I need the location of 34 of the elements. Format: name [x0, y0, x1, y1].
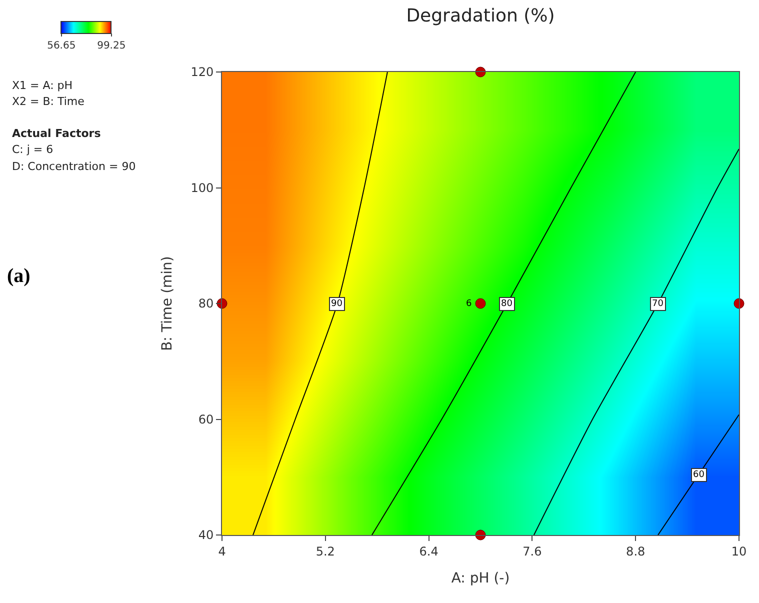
- x-tick-label: 8.8: [626, 544, 646, 558]
- series-label: 80: [501, 299, 513, 309]
- text: D: Concentration = 90: [12, 160, 136, 173]
- x-axis-title: A: pH (-): [451, 570, 510, 587]
- y-tick-label: 120: [190, 65, 214, 80]
- color-bar-label: 99.25: [97, 40, 126, 52]
- annotation: 6: [466, 299, 472, 309]
- text: X1 = A: pH: [12, 79, 73, 92]
- chart-title: Degradation (%): [406, 6, 555, 27]
- point: [475, 66, 486, 78]
- series-label: 70: [652, 299, 664, 309]
- line-series: [371, 72, 636, 535]
- point: [734, 298, 744, 309]
- y-tick-label: 100: [190, 180, 214, 195]
- color-bar-label: 56.65: [47, 40, 76, 52]
- y-tick-label: 60: [198, 412, 214, 426]
- line-series: [252, 72, 388, 535]
- text: X2 = B: Time: [12, 95, 85, 108]
- y-tick-label: 40: [198, 528, 214, 542]
- y-axis-title: B: Time (min): [159, 256, 176, 351]
- x-tick-label: 6.4: [419, 544, 438, 558]
- x-tick-label: 5.2: [316, 544, 335, 558]
- point: [475, 530, 486, 540]
- series-label: 60: [693, 470, 705, 480]
- text: Actual Factors: [12, 127, 102, 140]
- line-series: [533, 148, 739, 535]
- series-label: 90: [331, 299, 343, 309]
- point: [475, 298, 486, 309]
- y-tick-label: 80: [198, 296, 214, 311]
- x-tick-label: 4: [218, 544, 226, 558]
- text: (a): [7, 265, 30, 287]
- text: C: j = 6: [12, 143, 54, 156]
- x-tick-label: 7.6: [522, 544, 542, 558]
- x-tick-label: 10: [731, 544, 747, 558]
